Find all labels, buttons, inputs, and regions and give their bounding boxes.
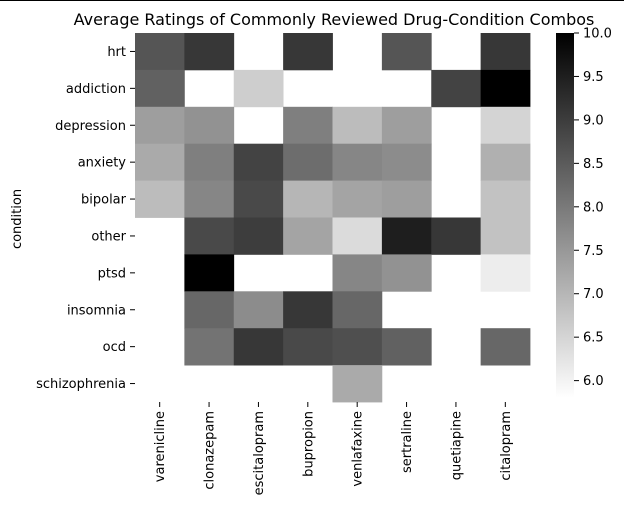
heatmap-cell [184, 106, 235, 145]
colorbar-tick-label: 7.0 [583, 287, 604, 302]
chart-title: Average Ratings of Commonly Reviewed Dru… [74, 10, 595, 29]
colorbar-tick-label: 9.0 [583, 113, 604, 128]
heatmap-cell [332, 254, 383, 292]
heatmap-cell [233, 143, 284, 181]
heatmap-cell [135, 33, 185, 71]
x-tick-label: clonazepam [203, 411, 218, 490]
colorbar-tick-label: 9.5 [583, 70, 604, 85]
heatmap-cell [332, 143, 383, 181]
heatmap-cell [184, 217, 235, 255]
x-tick-label: sertraline [400, 411, 415, 473]
y-tick-label: ptsd [98, 266, 126, 281]
x-tick-label: citalopram [499, 411, 514, 481]
heatmap-cell [332, 328, 383, 366]
heatmap-cell [431, 217, 482, 255]
heatmap-cell [135, 180, 185, 218]
y-tick-label: depression [55, 119, 126, 134]
heatmap-cell [480, 180, 531, 218]
heatmap-cell [135, 106, 185, 145]
y-tick-label: other [91, 229, 126, 244]
heatmap-cell [135, 69, 185, 108]
x-axis-ticks: varenicline clonazepam escitalopram bupropi… [153, 402, 514, 495]
y-tick-label: bipolar [81, 193, 127, 208]
heatmap-cell [480, 69, 531, 108]
x-tick-label: escitalopram [252, 411, 267, 495]
heatmap-cell [184, 254, 235, 292]
heatmap-cell [381, 143, 432, 181]
heatmap-cell [480, 328, 531, 366]
y-tick-label: hrt [107, 45, 126, 60]
heatmap-cell [283, 291, 333, 329]
y-axis-ticks: hrt addiction depression anxiety bipolar othe… [36, 45, 135, 392]
heatmap-cell [184, 143, 235, 181]
x-tick-label: varenicline [153, 411, 168, 482]
heatmap-cell [233, 217, 284, 255]
heatmap-cell [381, 106, 432, 145]
heatmap-cell [381, 217, 432, 255]
y-tick-label: insomnia [67, 303, 126, 318]
y-axis-label: condition [10, 189, 25, 249]
heatmap-cell [332, 365, 383, 403]
heatmap-cell [480, 106, 531, 145]
heatmap-cell [480, 33, 531, 71]
heatmap-cell [480, 217, 531, 255]
heatmap-cell [283, 217, 333, 255]
heatmap-cell [233, 69, 284, 108]
colorbar-tick-label: 7.5 [583, 244, 604, 259]
y-tick-label: addiction [66, 82, 126, 97]
heatmap-cell [283, 180, 333, 218]
y-tick-label: schizophrenia [36, 377, 126, 392]
heatmap-cell [332, 291, 383, 329]
heatmap-cell [431, 69, 482, 108]
colorbar-tick-label: 8.5 [583, 157, 604, 172]
colorbar-tick-label: 8.0 [583, 200, 604, 215]
colorbar-tick-label: 10.0 [583, 27, 612, 42]
heatmap-cell [184, 33, 235, 71]
colorbar-gradient [556, 33, 574, 398]
heatmap-cell [283, 143, 333, 181]
colorbar-tick-label: 6.5 [583, 331, 604, 346]
heatmap-cell [184, 328, 235, 366]
heatmap-cell [332, 106, 383, 145]
heatmap-cell [233, 180, 284, 218]
heatmap-cell [381, 328, 432, 366]
heatmap-cell [233, 328, 284, 366]
heatmap-cell [184, 180, 235, 218]
colorbar: 6.0 6.5 7.0 7.5 8.0 8.5 9.0 9.5 10.0 [556, 27, 612, 398]
heatmap-cell [233, 291, 284, 329]
heatmap-cell [332, 217, 383, 255]
heatmap-cell [332, 180, 383, 218]
heatmap-cell [283, 33, 333, 71]
heatmap-cell [283, 328, 333, 366]
heatmap-cell [480, 254, 531, 292]
heatmap-cell [135, 143, 185, 181]
y-tick-label: anxiety [78, 156, 127, 171]
x-tick-label: venlafaxine [351, 411, 366, 487]
heatmap-cell [381, 254, 432, 292]
x-tick-label: quetiapine [449, 411, 464, 480]
heatmap-cell [381, 33, 432, 71]
heatmap-cells [135, 33, 531, 403]
x-tick-label: bupropion [301, 411, 316, 477]
y-tick-label: ocd [103, 340, 126, 355]
heatmap-cell [184, 291, 235, 329]
heatmap-cell [283, 106, 333, 145]
colorbar-tick-label: 6.0 [583, 374, 604, 389]
heatmap-cell [480, 143, 531, 181]
heatmap-cell [381, 180, 432, 218]
